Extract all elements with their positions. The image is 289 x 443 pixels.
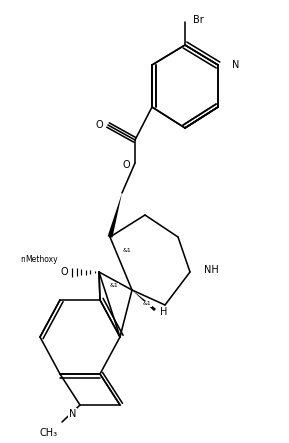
Text: CH₃: CH₃ xyxy=(40,428,58,438)
Text: methoxy: methoxy xyxy=(21,254,54,264)
Text: &1: &1 xyxy=(123,248,132,253)
Text: N: N xyxy=(68,409,76,419)
Text: NH: NH xyxy=(204,265,219,275)
Text: Br: Br xyxy=(193,15,204,25)
Text: &1: &1 xyxy=(143,301,152,306)
Polygon shape xyxy=(108,193,122,237)
Text: H: H xyxy=(160,307,167,317)
Text: Methoxy: Methoxy xyxy=(25,256,58,264)
Text: N: N xyxy=(232,60,239,70)
Polygon shape xyxy=(132,290,156,311)
Text: O: O xyxy=(95,120,103,130)
Text: O: O xyxy=(60,267,68,277)
Text: &1: &1 xyxy=(110,283,119,288)
Text: O: O xyxy=(122,160,130,170)
